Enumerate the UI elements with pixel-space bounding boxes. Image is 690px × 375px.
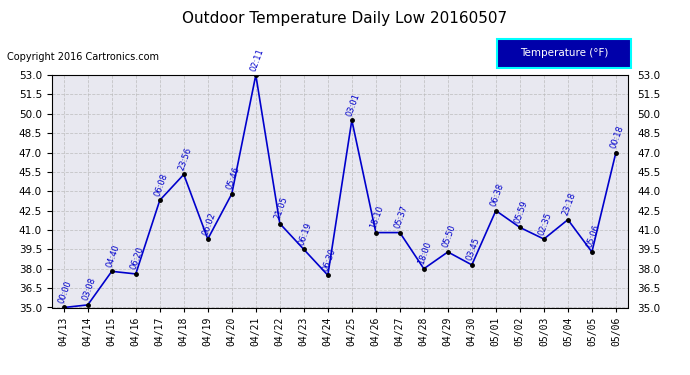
Text: Copyright 2016 Cartronics.com: Copyright 2016 Cartronics.com (7, 53, 159, 63)
Text: 06:02: 06:02 (201, 211, 217, 236)
Text: Outdoor Temperature Daily Low 20160507: Outdoor Temperature Daily Low 20160507 (182, 11, 508, 26)
Text: 06:08: 06:08 (152, 172, 169, 198)
Text: 02:35: 02:35 (537, 211, 553, 236)
Text: 00:18: 00:18 (609, 124, 625, 150)
Text: 02:11: 02:11 (248, 47, 266, 72)
Text: 00:00: 00:00 (57, 279, 73, 305)
Text: 03:08: 03:08 (81, 276, 97, 302)
Text: 06:20: 06:20 (129, 246, 146, 271)
Text: 04:40: 04:40 (105, 243, 121, 268)
Text: 03:45: 03:45 (465, 237, 482, 262)
Text: 05:37: 05:37 (393, 204, 409, 230)
Text: 18:10: 18:10 (368, 204, 386, 230)
Text: 23:56: 23:56 (177, 146, 193, 172)
Text: 06:19: 06:19 (297, 221, 313, 247)
Text: 05:59: 05:59 (513, 199, 529, 225)
Text: 05:46: 05:46 (225, 165, 241, 191)
Text: 03:01: 03:01 (345, 92, 362, 117)
Text: 05:06: 05:06 (585, 224, 602, 249)
Text: Temperature (°F): Temperature (°F) (520, 48, 609, 58)
Text: 05:50: 05:50 (441, 224, 457, 249)
Text: 06:38: 06:38 (489, 182, 506, 208)
Text: 23:18: 23:18 (561, 191, 578, 217)
Text: 21:05: 21:05 (273, 195, 289, 221)
Text: 18:00: 18:00 (417, 240, 433, 266)
Text: 06:30: 06:30 (321, 247, 337, 272)
